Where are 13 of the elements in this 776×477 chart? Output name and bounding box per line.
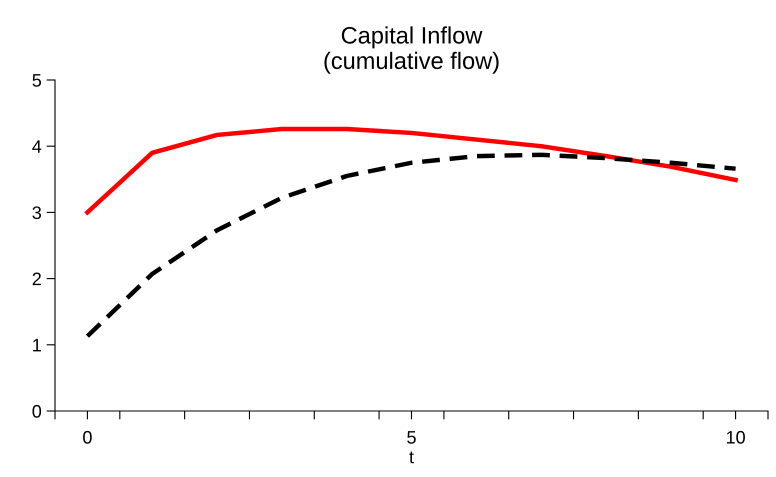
y-tick-label: 4 — [32, 140, 42, 153]
x-tick-label: 5 — [407, 431, 416, 444]
line-series — [85, 126, 738, 215]
line-series — [85, 152, 738, 338]
y-tick-label: 0 — [32, 404, 42, 418]
x-tick-label: 10 — [726, 430, 745, 444]
x-tick-label: 0 — [83, 430, 92, 444]
y-tick-label: 1 — [33, 338, 41, 352]
x-axis-title: t — [409, 451, 414, 464]
y-tick-label: 2 — [32, 272, 41, 286]
y-tick-label: 5 — [32, 74, 42, 87]
chart-title: Capital Inflow (cumulative flow) — [324, 26, 499, 74]
y-tick-label: 3 — [32, 206, 42, 220]
